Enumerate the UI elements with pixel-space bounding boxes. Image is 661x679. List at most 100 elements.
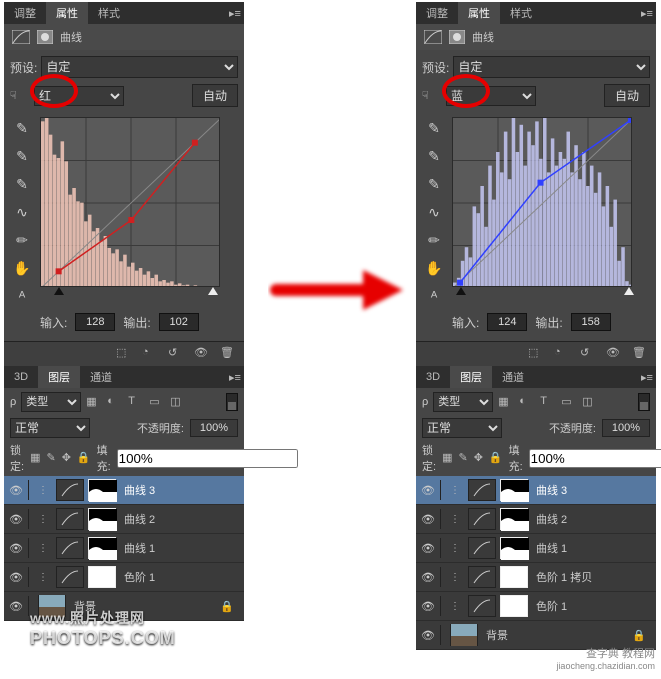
reset-icon[interactable]: ↺ xyxy=(168,346,184,362)
reset-icon[interactable]: ↺ xyxy=(580,346,596,362)
pencil-icon[interactable]: ✏ xyxy=(424,231,444,249)
eyedropper-black-icon[interactable]: ✎ xyxy=(424,119,444,137)
visibility-icon[interactable]: 👁 xyxy=(8,600,24,613)
filter-smart-icon[interactable]: ◫ xyxy=(582,395,598,409)
link-icon[interactable]: ⋮ xyxy=(450,601,464,612)
tab-adjustments[interactable]: 调整 xyxy=(4,2,46,24)
preset-select[interactable]: 自定 xyxy=(453,56,650,78)
mask-thumb[interactable] xyxy=(88,508,116,530)
fill-value[interactable] xyxy=(117,449,298,468)
eyedropper-white-icon[interactable]: ✎ xyxy=(12,175,32,193)
adjustment-thumb[interactable] xyxy=(56,566,84,588)
visibility-icon[interactable]: 👁 xyxy=(8,542,24,555)
hand-icon[interactable]: ✋ xyxy=(424,259,444,277)
curves-graph[interactable] xyxy=(40,117,220,287)
curves-graph[interactable] xyxy=(452,117,632,287)
link-icon[interactable]: ⋮ xyxy=(450,572,464,583)
tab-channels[interactable]: 通道 xyxy=(80,366,122,388)
filter-pixel-icon[interactable]: ▦ xyxy=(498,395,514,409)
lock-paint-icon[interactable]: ✎ xyxy=(458,451,467,465)
filter-adj-icon[interactable]: ◐ xyxy=(107,395,123,409)
black-slider[interactable] xyxy=(54,287,64,295)
black-slider[interactable] xyxy=(456,287,466,295)
curve-smooth-icon[interactable]: ∿ xyxy=(424,203,444,221)
layer-row[interactable]: 👁背景🔒 xyxy=(416,621,656,650)
clip-icon[interactable]: ⬚ xyxy=(116,346,132,362)
lock-pos-icon[interactable]: ✥ xyxy=(62,451,71,465)
hist-sliders[interactable] xyxy=(40,287,236,301)
panel-menu-icon[interactable]: ▸≡ xyxy=(226,7,244,20)
blend-mode-select[interactable]: 正常 xyxy=(10,418,90,438)
white-slider[interactable] xyxy=(208,287,218,295)
eyedropper-gray-icon[interactable]: ✎ xyxy=(424,147,444,165)
visibility-icon[interactable]: 👁 xyxy=(420,542,436,555)
filter-adj-icon[interactable]: ◐ xyxy=(519,395,535,409)
tab-3d[interactable]: 3D xyxy=(4,368,38,386)
visibility-icon[interactable]: 👁 xyxy=(420,513,436,526)
tab-layers[interactable]: 图层 xyxy=(38,366,80,388)
layer-row[interactable]: 👁⋮色阶 1 xyxy=(416,592,656,621)
lock-all-icon[interactable]: 🔒 xyxy=(489,451,503,465)
visibility-icon[interactable]: 👁 xyxy=(420,484,436,497)
tab-adjustments[interactable]: 调整 xyxy=(416,2,458,24)
panel-menu-icon[interactable]: ▸≡ xyxy=(638,7,656,20)
adjustment-thumb[interactable] xyxy=(56,479,84,501)
filter-toggle[interactable] xyxy=(226,393,238,411)
link-icon[interactable]: ⋮ xyxy=(450,543,464,554)
visibility-icon[interactable]: 👁 xyxy=(8,571,24,584)
image-thumb[interactable] xyxy=(450,624,478,646)
clip-icon[interactable]: ⬚ xyxy=(528,346,544,362)
tab-layers[interactable]: 图层 xyxy=(450,366,492,388)
finger-scrub-icon[interactable]: ☟ xyxy=(422,89,440,102)
view-prev-icon[interactable]: ◔ xyxy=(142,346,158,362)
lock-trans-icon[interactable]: ▦ xyxy=(442,451,452,465)
pencil-icon[interactable]: ✏ xyxy=(12,231,32,249)
tab-3d[interactable]: 3D xyxy=(416,368,450,386)
adjustment-thumb[interactable] xyxy=(56,537,84,559)
filter-kind-select[interactable]: 类型 xyxy=(21,392,81,412)
layer-row[interactable]: 👁⋮曲线 2 xyxy=(416,505,656,534)
eyedropper-black-icon[interactable]: ✎ xyxy=(12,119,32,137)
visibility-icon[interactable]: 👁 xyxy=(420,600,436,613)
tab-properties[interactable]: 属性 xyxy=(458,2,500,24)
layer-row[interactable]: 👁⋮曲线 2 xyxy=(4,505,244,534)
layers-menu-icon[interactable]: ▸≡ xyxy=(226,371,244,384)
opacity-value[interactable] xyxy=(190,419,238,437)
tab-properties[interactable]: 属性 xyxy=(46,2,88,24)
filter-type-icon[interactable]: T xyxy=(128,395,144,409)
hist-sliders[interactable] xyxy=(452,287,648,301)
auto-button[interactable]: 自动 xyxy=(604,84,650,107)
tab-channels[interactable]: 通道 xyxy=(492,366,534,388)
tab-styles[interactable]: 样式 xyxy=(500,2,542,24)
visibility-icon[interactable]: 👁 xyxy=(194,346,210,362)
link-icon[interactable]: ⋮ xyxy=(450,514,464,525)
mask-thumb[interactable] xyxy=(88,566,116,588)
filter-shape-icon[interactable]: ▭ xyxy=(149,395,165,409)
mask-thumb[interactable] xyxy=(500,595,528,617)
link-icon[interactable]: ⋮ xyxy=(38,543,52,554)
output-value[interactable] xyxy=(159,313,199,331)
finger-scrub-icon[interactable]: ☟ xyxy=(10,89,28,102)
visibility-icon[interactable]: 👁 xyxy=(420,571,436,584)
char-tool-icon[interactable]: ᴬ xyxy=(12,287,32,305)
filter-smart-icon[interactable]: ◫ xyxy=(170,395,186,409)
mask-thumb[interactable] xyxy=(500,479,528,501)
channel-select[interactable]: 红 xyxy=(34,86,124,106)
curve-smooth-icon[interactable]: ∿ xyxy=(12,203,32,221)
layers-menu-icon[interactable]: ▸≡ xyxy=(638,371,656,384)
filter-kind-select[interactable]: 类型 xyxy=(433,392,493,412)
layer-row[interactable]: 👁⋮曲线 3 xyxy=(4,476,244,505)
channel-select[interactable]: 蓝 xyxy=(446,86,536,106)
adjustment-thumb[interactable] xyxy=(468,508,496,530)
adjustment-thumb[interactable] xyxy=(468,479,496,501)
eyedropper-white-icon[interactable]: ✎ xyxy=(424,175,444,193)
adjustment-thumb[interactable] xyxy=(56,508,84,530)
layer-row[interactable]: 👁⋮曲线 3 xyxy=(416,476,656,505)
link-icon[interactable]: ⋮ xyxy=(450,485,464,496)
blend-mode-select[interactable]: 正常 xyxy=(422,418,502,438)
filter-toggle[interactable] xyxy=(638,393,650,411)
mask-thumb[interactable] xyxy=(500,537,528,559)
link-icon[interactable]: ⋮ xyxy=(38,514,52,525)
adjustment-thumb[interactable] xyxy=(468,537,496,559)
layer-row[interactable]: 👁⋮曲线 1 xyxy=(4,534,244,563)
